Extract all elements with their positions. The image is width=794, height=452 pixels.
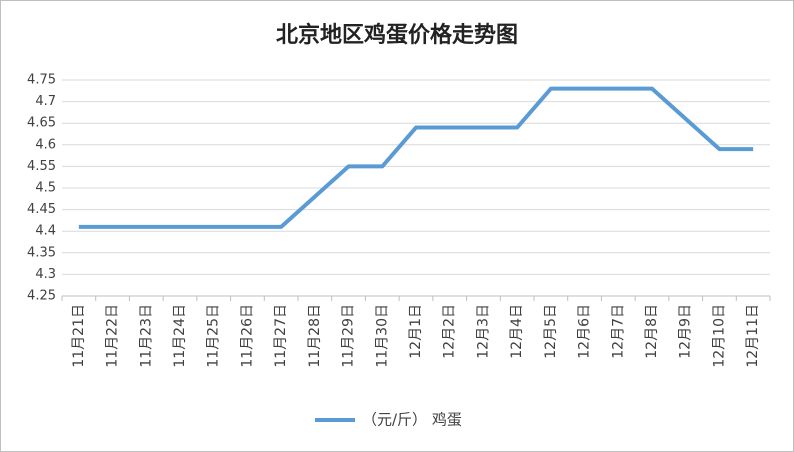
x-tick-label: 12月1日 <box>408 304 424 359</box>
y-tick-label: 4.75 <box>27 73 56 88</box>
x-tick-label: 12月8日 <box>644 304 660 359</box>
x-tick-label: 11月22日 <box>105 304 121 368</box>
x-tick-label: 11月28日 <box>307 304 323 368</box>
y-tick-label: 4.4 <box>35 224 56 239</box>
x-tick-label: 12月9日 <box>678 304 694 359</box>
y-tick-label: 4.7 <box>35 94 56 109</box>
y-tick-label: 4.35 <box>27 245 56 260</box>
x-tick-label: 12月10日 <box>711 304 727 368</box>
series-line <box>78 86 754 229</box>
x-tick-label: 11月24日 <box>172 304 188 368</box>
x-tick-label: 12月7日 <box>610 304 626 359</box>
x-tick-label: 11月21日 <box>71 304 87 368</box>
y-tick-label: 4.45 <box>27 202 56 217</box>
x-tick-label: 12月4日 <box>509 304 525 359</box>
x-tick-label: 11月25日 <box>206 304 222 368</box>
x-tick-label: 11月30日 <box>374 304 390 368</box>
chart-title: 北京地区鸡蛋价格走势图 <box>276 22 518 48</box>
legend-label: （元/斤） 鸡蛋 <box>362 411 462 429</box>
y-tick-label: 4.55 <box>27 159 56 174</box>
y-tick-label: 4.3 <box>35 267 56 282</box>
x-tick-label: 12月5日 <box>543 304 559 359</box>
x-tick-label: 11月26日 <box>239 304 255 368</box>
y-tick-label: 4.25 <box>27 289 56 304</box>
y-tick-label: 4.5 <box>35 181 56 196</box>
x-tick-label: 11月29日 <box>341 304 357 368</box>
y-tick-label: 4.6 <box>35 137 56 152</box>
x-tick-label: 12月6日 <box>577 304 593 359</box>
y-tick-label: 4.65 <box>27 116 56 131</box>
x-tick-label: 12月2日 <box>442 304 458 359</box>
x-tick-label: 12月3日 <box>475 304 491 359</box>
x-tick-label: 12月11日 <box>745 304 761 368</box>
x-tick-label: 11月23日 <box>138 304 154 368</box>
x-tick-label: 11月27日 <box>273 304 289 368</box>
